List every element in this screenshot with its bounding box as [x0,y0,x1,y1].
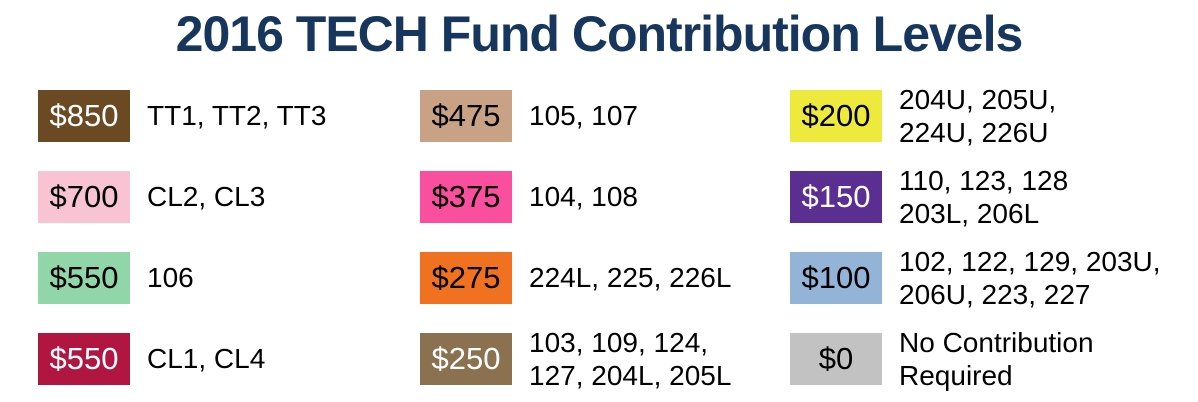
amount-badge: $475 [420,89,512,142]
room-list-label: CL1, CL4 [147,343,266,374]
contribution-row: $250 103, 109, 124, 127, 204L, 205L [420,318,790,399]
amount-badge: $550 [38,251,130,304]
contribution-row: $150 110, 123, 128 203L, 206L [790,156,1198,237]
amount-badge: $150 [790,170,882,223]
amount-badge: $0 [790,332,882,385]
room-list-label: 224L, 225, 226L [529,262,732,293]
contribution-row: $850 TT1, TT2, TT3 [38,75,420,156]
room-list-label: 104, 108 [529,181,638,212]
contribution-row: $375 104, 108 [420,156,790,237]
contribution-row: $275 224L, 225, 226L [420,237,790,318]
room-list-label: TT1, TT2, TT3 [147,100,327,131]
amount-badge: $375 [420,170,512,223]
room-list-label: 105, 107 [529,100,638,131]
room-list-label: 102, 122, 129, 203U, 206U, 223, 227 [899,245,1161,310]
contribution-row: $100 102, 122, 129, 203U, 206U, 223, 227 [790,237,1198,318]
room-list-label: 103, 109, 124, 127, 204L, 205L [529,326,732,391]
contribution-row: $200 204U, 205U, 224U, 226U [790,75,1198,156]
room-list-label: 110, 123, 128 203L, 206L [899,164,1069,229]
contribution-row: $700 CL2, CL3 [38,156,420,237]
amount-badge: $700 [38,170,130,223]
contribution-row: $0 No Contribution Required [790,318,1198,399]
amount-badge: $200 [790,89,882,142]
contribution-row: $550 106 [38,237,420,318]
amount-badge: $550 [38,332,130,385]
contribution-row: $550 CL1, CL4 [38,318,420,399]
amount-badge: $250 [420,332,512,385]
room-list-label: No Contribution Required [899,326,1094,391]
contribution-row: $475 105, 107 [420,75,790,156]
amount-badge: $275 [420,251,512,304]
levels-grid: $850 TT1, TT2, TT3 $700 CL2, CL3 $550 10… [0,75,1198,399]
room-list-label: 106 [147,262,194,293]
room-list-label: 204U, 205U, 224U, 226U [899,83,1057,148]
page-title: 2016 TECH Fund Contribution Levels [175,6,1024,62]
amount-badge: $100 [790,251,882,304]
room-list-label: CL2, CL3 [147,181,266,212]
amount-badge: $850 [38,89,130,142]
